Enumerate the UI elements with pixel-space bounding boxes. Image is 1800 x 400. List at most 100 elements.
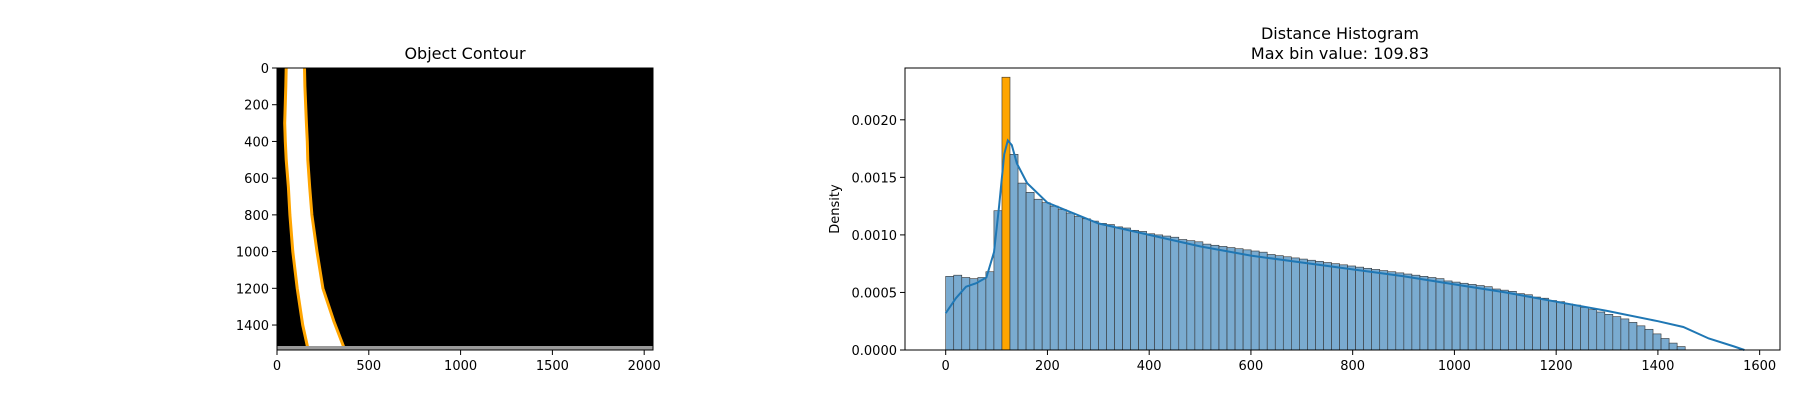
contour-y-tick-label: 600 [244, 172, 269, 187]
histogram-y-ticks: 0.0000 0.0005 0.0010 0.0015 0.0020 [852, 114, 905, 359]
contour-y-tick-label: 1200 [236, 282, 269, 297]
histogram-bar [1427, 277, 1437, 351]
histogram-bar [1387, 271, 1397, 351]
histogram-bar [1636, 325, 1646, 351]
histogram-bar [1122, 227, 1131, 351]
histogram-x-ticks: 0 200 400 600 800 1000 1200 1400 1600 [942, 350, 1776, 374]
histogram-bar [1419, 276, 1429, 351]
histogram-y-tick-label: 0.0010 [852, 229, 898, 244]
histogram-bar [1009, 154, 1019, 351]
histogram-bar [1331, 263, 1340, 351]
contour-y-tick-label: 1400 [236, 319, 269, 334]
histogram-bar [1041, 202, 1051, 351]
histogram-bar [1371, 269, 1381, 351]
histogram-bar [969, 278, 979, 351]
histogram-title: Distance Histogram [1261, 24, 1419, 43]
histogram-bar [1459, 282, 1469, 351]
contour-y-tick-label: 1000 [236, 246, 269, 261]
histogram-bar [1266, 254, 1276, 351]
histogram-bar [1074, 216, 1083, 351]
histogram-bar [1355, 266, 1364, 351]
histogram-bar [1403, 273, 1413, 351]
histogram-frame [904, 67, 1781, 351]
histogram-bar [1572, 304, 1581, 351]
histogram-bar [1443, 280, 1453, 351]
histogram-bar [1483, 286, 1493, 351]
histogram-bar [1628, 322, 1638, 351]
histogram-bar [1291, 257, 1300, 351]
histogram-bar [1668, 342, 1678, 351]
histogram-bar [1049, 205, 1059, 351]
histogram-bar [1548, 300, 1557, 351]
histogram-bar [1339, 264, 1348, 351]
histogram-x-tick-label: 800 [1340, 359, 1365, 374]
contour-x-tick-label: 0 [273, 359, 281, 374]
histogram-bar [1170, 236, 1180, 351]
histogram-bar [1210, 244, 1220, 351]
histogram-subtitle: Max bin value: 109.83 [1251, 44, 1429, 63]
contour-x-tick-label: 1500 [536, 359, 569, 374]
histogram-bar [1138, 231, 1147, 351]
histogram-bar [1604, 314, 1614, 351]
histogram-x-tick-label: 1600 [1743, 359, 1776, 374]
histogram-bar [1025, 192, 1035, 351]
histogram-y-tick-label: 0.0005 [852, 286, 898, 301]
histogram-bar [1475, 285, 1485, 351]
histogram-bar [1146, 233, 1155, 351]
histogram-bar [1033, 198, 1043, 351]
histogram-bar [1202, 243, 1212, 351]
contour-y-tick-label: 400 [244, 135, 269, 150]
histogram-bar [1114, 226, 1123, 351]
histogram-bar [1242, 249, 1252, 351]
histogram-bar [1516, 293, 1525, 351]
histogram-bar [1234, 248, 1244, 351]
histogram-x-tick-label: 200 [1035, 359, 1060, 374]
histogram-x-tick-label: 0 [942, 359, 950, 374]
histogram-bar [1307, 259, 1316, 351]
contour-x-tick-label: 1000 [444, 359, 477, 374]
histogram-bar [1363, 267, 1373, 351]
histogram-bar [977, 277, 987, 351]
contour-panel: Object Contour 0 500 1000 1500 2000 0 200 400 6… [236, 44, 661, 374]
histogram-bar [1644, 328, 1654, 351]
histogram-bar [1379, 270, 1389, 351]
histogram-bar [1652, 333, 1662, 351]
contour-y-tick-label: 800 [244, 209, 269, 224]
histogram-y-label: Density [828, 184, 843, 234]
histogram-bar [993, 210, 1003, 351]
kde-curve [944, 138, 1745, 351]
histogram-bar [1411, 274, 1421, 351]
histogram-bar [1540, 297, 1549, 351]
contour-y-ticks: 0 200 400 600 800 1000 1200 1400 [236, 62, 277, 334]
histogram-x-tick-label: 400 [1137, 359, 1162, 374]
contour-x-ticks: 0 500 1000 1500 2000 [273, 350, 661, 374]
histogram-bar [1323, 262, 1332, 351]
histogram-bar [1082, 218, 1091, 351]
histogram-x-tick-label: 1200 [1540, 359, 1573, 374]
contour-title: Object Contour [404, 44, 526, 63]
histogram-bar [1315, 261, 1324, 351]
histogram-bar [1258, 251, 1268, 351]
histogram-bar [1467, 284, 1477, 351]
contour-y-tick-label: 200 [244, 99, 269, 114]
histogram-y-tick-label: 0.0020 [852, 114, 898, 129]
contour-image-background [277, 68, 653, 350]
histogram-bar [1564, 303, 1573, 351]
histogram-bar [1588, 309, 1598, 351]
histogram-bar [1130, 229, 1139, 351]
histogram-bar [1065, 212, 1075, 351]
histogram-x-tick-label: 1400 [1641, 359, 1674, 374]
histogram-bar [1660, 338, 1670, 351]
histogram-bar [953, 274, 963, 351]
histogram-bar [1274, 255, 1284, 351]
contour-frame [276, 67, 654, 351]
histogram-bar [1556, 301, 1565, 351]
contour-right-edge [303, 67, 347, 351]
histogram-bars [945, 76, 1686, 351]
object-region [284, 68, 345, 350]
histogram-bar [1162, 235, 1172, 351]
histogram-y-tick-label: 0.0015 [852, 171, 898, 186]
histogram-bar [1098, 223, 1107, 351]
histogram-bar [1395, 272, 1405, 351]
histogram-bar [1596, 311, 1606, 351]
